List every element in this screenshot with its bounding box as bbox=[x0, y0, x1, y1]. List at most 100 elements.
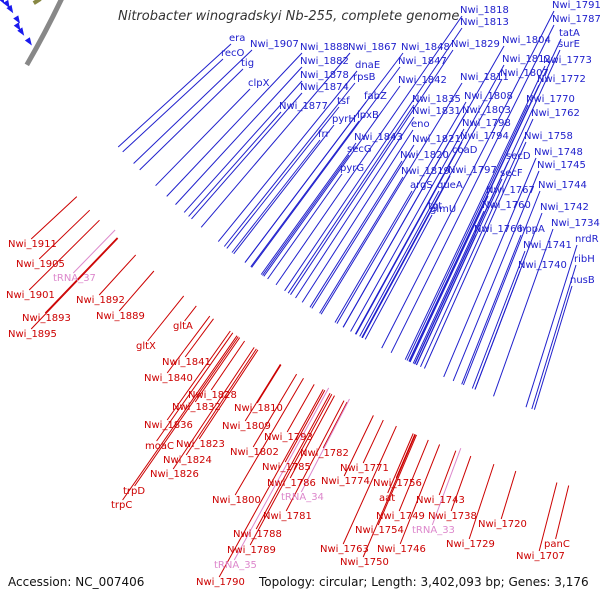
reverse-gene-label[interactable]: Nwi_1750 bbox=[340, 557, 389, 568]
forward-gene-label[interactable]: secG bbox=[347, 144, 372, 155]
reverse-gene-label[interactable]: Nwi_1782 bbox=[300, 448, 349, 459]
forward-gene-label[interactable]: era bbox=[229, 33, 245, 44]
forward-gene-label[interactable]: Nwi_1808 bbox=[464, 91, 513, 102]
reverse-gene-label[interactable]: Nwi_1749 bbox=[376, 511, 425, 522]
reverse-gene-label[interactable]: Nwi_1729 bbox=[446, 539, 495, 550]
forward-gene-label[interactable]: Nwi_1767 bbox=[486, 185, 535, 196]
forward-gene-label[interactable]: Nwi_1813 bbox=[460, 17, 509, 28]
forward-gene-label[interactable]: Nwi_1811 bbox=[460, 72, 509, 83]
forward-gene-label[interactable]: Nwi_1762 bbox=[531, 108, 580, 119]
forward-gene-label[interactable]: Nwi_1804 bbox=[502, 35, 551, 46]
forward-gene-label[interactable]: Nwi_1766 bbox=[474, 224, 523, 235]
reverse-gene-label[interactable]: Nwi_1789 bbox=[227, 545, 276, 556]
forward-gene-label[interactable]: Nwi_1820 bbox=[400, 150, 449, 161]
forward-gene-label[interactable]: frr bbox=[318, 129, 330, 140]
forward-gene-label[interactable]: Nwi_1829 bbox=[451, 39, 500, 50]
forward-gene-label[interactable]: secF bbox=[500, 168, 523, 179]
reverse-gene-label[interactable]: Nwi_1707 bbox=[516, 551, 565, 562]
forward-gene-label[interactable]: pyrG bbox=[340, 163, 364, 174]
reverse-gene-label[interactable]: aat bbox=[379, 493, 395, 504]
forward-gene-label[interactable]: Nwi_1818 bbox=[460, 5, 509, 16]
forward-gene-label[interactable]: Nwi_1888 bbox=[300, 42, 349, 53]
forward-gene-label[interactable]: Nwi_1772 bbox=[537, 74, 586, 85]
reverse-gene-label[interactable]: Nwi_1841 bbox=[162, 357, 211, 368]
reverse-gene-label[interactable]: trpC bbox=[111, 500, 132, 511]
forward-gene-label[interactable]: tig bbox=[241, 58, 254, 69]
reverse-gene-label[interactable]: Nwi_1810 bbox=[234, 403, 283, 414]
forward-gene-label[interactable]: Nwi_1907 bbox=[250, 39, 299, 50]
reverse-gene-label[interactable]: Nwi_1836 bbox=[144, 420, 193, 431]
forward-gene-label[interactable]: tgt bbox=[428, 201, 442, 212]
rna-gene-label[interactable]: tRNA_33 bbox=[412, 525, 455, 536]
rna-gene-label[interactable]: tRNA_34 bbox=[281, 492, 324, 503]
forward-gene-label[interactable]: Nwi_1831 bbox=[412, 106, 461, 117]
forward-gene-label[interactable]: Nwi_1748 bbox=[534, 147, 583, 158]
forward-gene-label[interactable]: Nwi_1878 bbox=[300, 70, 349, 81]
forward-gene-label[interactable]: coaD bbox=[452, 145, 478, 156]
reverse-gene-label[interactable]: Nwi_1823 bbox=[176, 439, 225, 450]
reverse-gene-label[interactable]: Nwi_1800 bbox=[212, 495, 261, 506]
reverse-gene-label[interactable]: trpD bbox=[123, 486, 145, 497]
reverse-gene-label[interactable]: Nwi_1802 bbox=[230, 447, 279, 458]
reverse-gene-label[interactable]: Nwi_1889 bbox=[96, 311, 145, 322]
forward-gene-label[interactable]: rpsB bbox=[353, 72, 376, 83]
reverse-gene-label[interactable]: gltX bbox=[136, 341, 156, 352]
forward-gene-label[interactable]: Nwi_1770 bbox=[526, 94, 575, 105]
reverse-gene-label[interactable]: gltA bbox=[173, 321, 193, 332]
reverse-gene-label[interactable]: Nwi_1901 bbox=[6, 290, 55, 301]
forward-gene-label[interactable]: Nwi_1798 bbox=[462, 118, 511, 129]
reverse-gene-label[interactable]: Nwi_1809 bbox=[222, 421, 271, 432]
forward-gene-label[interactable]: Nwi_1867 bbox=[348, 42, 397, 53]
forward-gene-label[interactable]: nrdR bbox=[575, 234, 599, 245]
forward-gene-label[interactable]: Nwi_1744 bbox=[538, 180, 587, 191]
reverse-gene-label[interactable]: panC bbox=[544, 539, 570, 550]
forward-gene-label[interactable]: Nwi_1787 bbox=[552, 14, 600, 25]
forward-gene-label[interactable]: tsf bbox=[337, 96, 350, 107]
forward-gene-label[interactable]: Nwi_1791 bbox=[552, 0, 600, 11]
forward-gene-label[interactable]: Nwi_1819 bbox=[401, 166, 450, 177]
rna-gene-label[interactable]: tRNA_35 bbox=[214, 560, 257, 571]
reverse-gene-label[interactable]: Nwi_1786 bbox=[267, 478, 316, 489]
reverse-gene-label[interactable]: Nwi_1840 bbox=[144, 373, 193, 384]
reverse-gene-label[interactable]: moaC bbox=[145, 441, 174, 452]
reverse-gene-label[interactable]: Nwi_1720 bbox=[478, 519, 527, 530]
reverse-gene-label[interactable]: Nwi_1771 bbox=[340, 463, 389, 474]
forward-gene-label[interactable]: Nwi_1874 bbox=[300, 82, 349, 93]
reverse-gene-label[interactable]: Nwi_1746 bbox=[377, 544, 426, 555]
forward-gene-label[interactable]: queA bbox=[437, 180, 463, 191]
forward-gene-label[interactable]: Nwi_1812 bbox=[502, 54, 551, 65]
reverse-gene-label[interactable]: Nwi_1793 bbox=[264, 432, 313, 443]
forward-gene-label[interactable]: Nwi_1803 bbox=[462, 105, 511, 116]
forward-gene-label[interactable]: lpxB bbox=[357, 110, 379, 121]
forward-gene-label[interactable]: Nwi_1734 bbox=[551, 218, 600, 229]
forward-gene-label[interactable]: Nwi_1877 bbox=[279, 101, 328, 112]
reverse-gene-label[interactable]: Nwi_1905 bbox=[16, 259, 65, 270]
forward-gene-label[interactable]: secD bbox=[506, 151, 531, 162]
forward-gene-label[interactable]: Nwi_1741 bbox=[523, 240, 572, 251]
forward-gene-label[interactable]: Nwi_1740 bbox=[518, 260, 567, 271]
forward-gene-label[interactable]: Nwi_1797 bbox=[448, 165, 497, 176]
forward-gene-label[interactable]: Nwi_1821 bbox=[412, 134, 461, 145]
forward-gene-label[interactable]: Nwi_1807 bbox=[500, 68, 549, 79]
reverse-gene-label[interactable]: Nwi_1738 bbox=[428, 511, 477, 522]
reverse-gene-label[interactable]: Nwi_1824 bbox=[163, 455, 212, 466]
forward-gene-label[interactable]: Nwi_1843 bbox=[354, 132, 403, 143]
forward-gene-label[interactable]: tatA bbox=[559, 28, 580, 39]
forward-gene-label[interactable]: recO bbox=[221, 48, 245, 59]
forward-gene-label[interactable]: dnaE bbox=[355, 60, 380, 71]
forward-gene-label[interactable]: pyrH bbox=[332, 114, 356, 125]
forward-gene-label[interactable]: surE bbox=[558, 39, 580, 50]
forward-gene-label[interactable]: Nwi_1745 bbox=[537, 160, 586, 171]
reverse-gene-label[interactable]: Nwi_1911 bbox=[8, 239, 57, 250]
reverse-gene-label[interactable]: Nwi_1785 bbox=[262, 462, 311, 473]
forward-gene-label[interactable]: Nwi_1758 bbox=[524, 131, 573, 142]
forward-gene-label[interactable]: clpX bbox=[248, 78, 270, 89]
forward-gene-label[interactable]: Nwi_1742 bbox=[540, 202, 589, 213]
forward-gene-label[interactable]: glmU bbox=[430, 204, 456, 215]
forward-gene-label[interactable]: nusB bbox=[570, 275, 595, 286]
reverse-gene-label[interactable]: Nwi_1763 bbox=[320, 544, 369, 555]
forward-gene-label[interactable]: Nwi_1882 bbox=[300, 56, 349, 67]
reverse-gene-label[interactable]: Nwi_1788 bbox=[233, 529, 282, 540]
reverse-gene-label[interactable]: Nwi_1826 bbox=[150, 469, 199, 480]
reverse-gene-label[interactable]: Nwi_1774 bbox=[321, 476, 370, 487]
